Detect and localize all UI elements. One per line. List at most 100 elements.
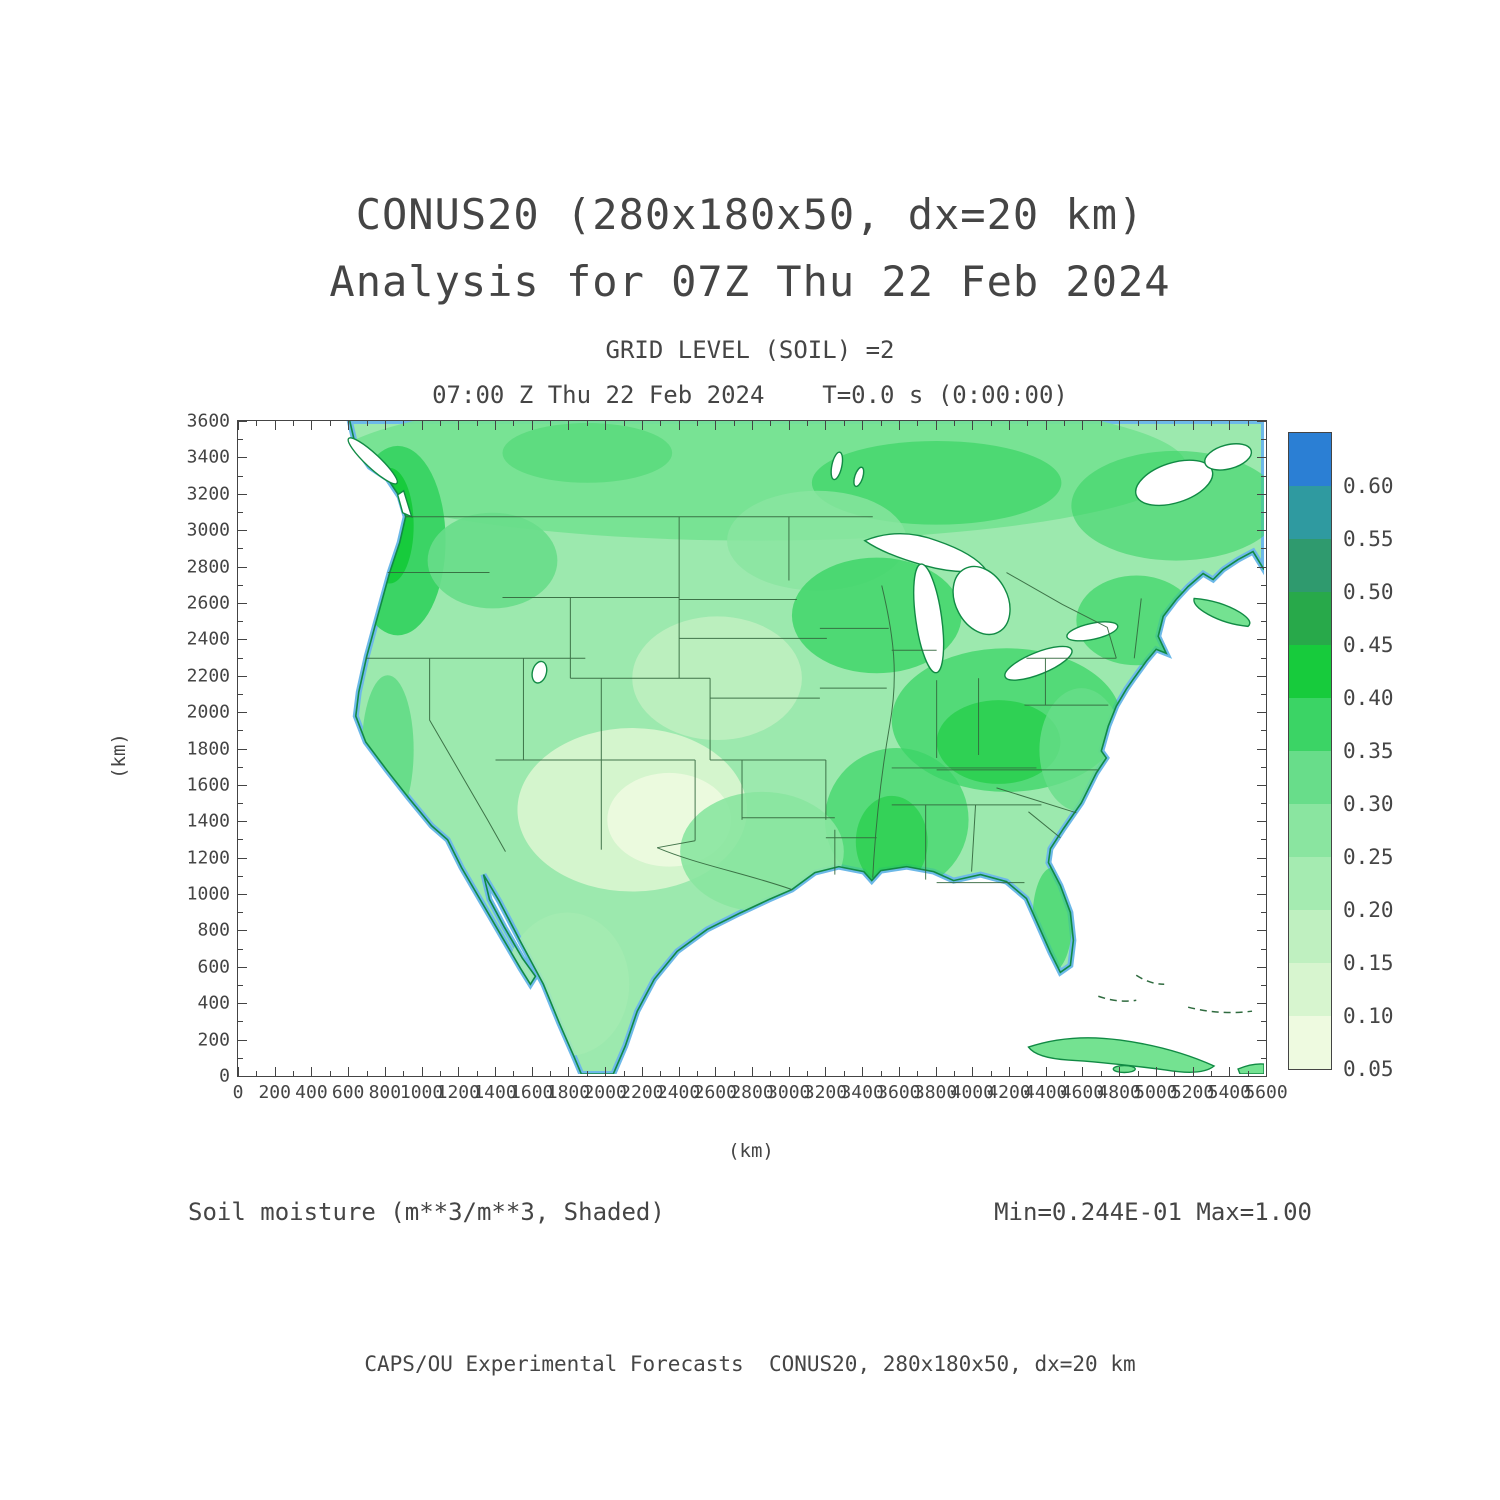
y-tick — [238, 748, 247, 750]
y-tick — [238, 475, 243, 477]
colorbar-cell — [1289, 751, 1331, 804]
x-tick — [733, 421, 735, 426]
y-tick — [238, 548, 243, 550]
x-axis-title: (km) — [728, 1140, 774, 1162]
y-tick — [1257, 421, 1266, 422]
y-tick — [238, 566, 247, 568]
x-tick — [421, 1067, 423, 1076]
y-tick — [1257, 530, 1266, 532]
y-tick — [238, 1039, 247, 1041]
y-tick — [1261, 875, 1266, 877]
y-tick — [1261, 766, 1266, 768]
y-tick — [238, 930, 247, 932]
x-tick — [788, 421, 790, 430]
y-tick — [1257, 1003, 1266, 1005]
x-tick — [898, 1067, 900, 1076]
x-tick — [1045, 421, 1047, 430]
x-tick — [1064, 1071, 1066, 1076]
y-tick — [238, 839, 243, 841]
y-tick — [1261, 803, 1266, 805]
y-tick — [238, 821, 247, 823]
x-tick — [1137, 1071, 1139, 1076]
y-tick — [238, 784, 247, 786]
x-tick-label: 1600 — [510, 1082, 554, 1103]
x-tick — [862, 421, 864, 430]
colorbar-cell — [1289, 539, 1331, 592]
x-tick — [1247, 1071, 1249, 1076]
y-tick-label: 1400 — [186, 810, 230, 832]
x-tick-label: 3200 — [803, 1082, 848, 1103]
y-tick — [238, 439, 243, 441]
y-tick — [1261, 584, 1266, 586]
plot-title-line2: Analysis for 07Z Thu 22 Feb 2024 — [329, 257, 1171, 306]
x-tick — [384, 1067, 386, 1076]
x-tick-label: 5000 — [1134, 1082, 1178, 1103]
x-tick-label: 2200 — [620, 1082, 664, 1103]
x-tick — [439, 421, 441, 426]
x-tick-label: 5400 — [1207, 1082, 1251, 1103]
x-tick — [311, 1067, 313, 1076]
y-tick-label: 2200 — [186, 665, 230, 687]
x-tick — [1192, 421, 1194, 430]
x-tick — [788, 1067, 790, 1076]
x-tick — [807, 1071, 809, 1076]
x-tick — [550, 1071, 552, 1076]
x-tick-label: 2000 — [583, 1082, 627, 1103]
x-tick — [623, 421, 625, 426]
y-tick-label: 3000 — [186, 519, 230, 541]
y-tick — [1261, 730, 1266, 732]
colorbar-cell — [1289, 645, 1331, 698]
y-tick-label: 2800 — [186, 556, 230, 578]
y-tick — [1257, 930, 1266, 932]
x-tick — [1210, 421, 1212, 426]
x-tick — [421, 421, 423, 430]
y-tick — [1261, 839, 1266, 841]
colorbar-label: 0.15 — [1343, 951, 1394, 975]
y-tick — [238, 530, 247, 532]
x-tick — [678, 421, 680, 430]
x-tick — [1009, 1067, 1010, 1076]
y-tick — [1261, 439, 1266, 441]
x-tick-label: 3000 — [767, 1082, 811, 1103]
x-tick — [256, 1071, 258, 1076]
x-tick-label: 5600 — [1244, 1082, 1288, 1103]
x-tick — [1174, 421, 1176, 426]
x-tick — [311, 421, 313, 430]
colorbar-cell — [1289, 1016, 1331, 1069]
colorbar-cell — [1289, 433, 1331, 486]
nova-scotia — [1193, 597, 1251, 628]
jamaica — [1112, 1064, 1136, 1074]
y-tick — [238, 1003, 247, 1005]
x-tick-label: 1400 — [473, 1082, 517, 1103]
x-tick — [476, 1071, 478, 1076]
y-tick — [238, 584, 243, 586]
x-tick — [1082, 421, 1084, 430]
colorbar-label: 0.10 — [1343, 1004, 1394, 1028]
y-tick — [238, 1057, 243, 1059]
x-tick — [696, 1071, 698, 1076]
y-tick — [238, 693, 243, 695]
y-tick — [1257, 1039, 1266, 1041]
y-tick — [238, 621, 243, 623]
y-tick-label: 800 — [197, 919, 230, 941]
y-tick — [1257, 493, 1266, 495]
y-tick-label: 1200 — [186, 847, 230, 869]
cuba — [1027, 1037, 1216, 1073]
x-tick — [1045, 1067, 1047, 1076]
y-tick-label: 3200 — [186, 483, 230, 505]
x-tick-label: 400 — [295, 1082, 328, 1103]
y-tick — [1257, 966, 1266, 968]
x-tick — [1155, 421, 1157, 430]
x-tick — [733, 1071, 735, 1076]
y-tick — [1257, 1076, 1266, 1077]
y-tick — [238, 966, 247, 968]
x-tick — [880, 1071, 882, 1076]
x-tick — [1174, 1071, 1176, 1076]
y-tick — [1257, 784, 1266, 786]
y-tick-label: 3400 — [186, 446, 230, 468]
y-tick — [1257, 894, 1266, 896]
x-tick — [660, 421, 662, 426]
y-tick — [1261, 1021, 1266, 1023]
x-tick-label: 4800 — [1097, 1082, 1141, 1103]
map-plot-area: 0 200 400 600 800 1000 1200 1400 1600 1800 2000 220… — [187, 411, 1288, 1104]
